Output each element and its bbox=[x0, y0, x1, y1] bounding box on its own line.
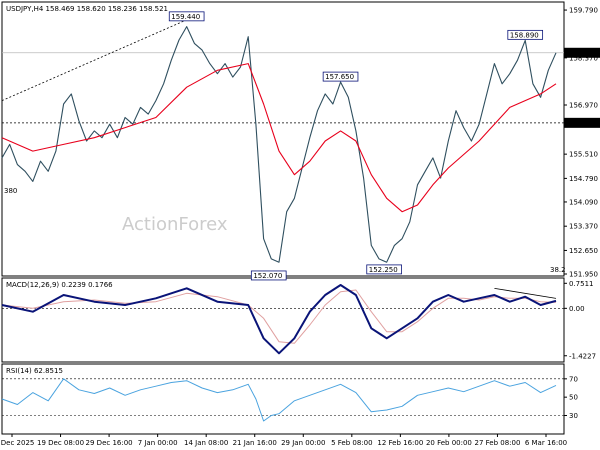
price-panel: 159.440 157.650 152.070 152.250 158.890 159.7… bbox=[1, 7, 600, 281]
macd-title: MACD(12,26,9) 0.2239 0.1766 bbox=[6, 281, 113, 289]
price-axis-tick-label: 151.950 bbox=[569, 271, 598, 279]
x-tick-label: 27 Feb 08:00 bbox=[474, 439, 520, 447]
level-label-box bbox=[250, 270, 287, 281]
rsi-axis-tick-label: 70 bbox=[569, 375, 578, 383]
price-axis-tick-label: 158.370 bbox=[569, 54, 598, 62]
rsi-panel: 70 50 30 bbox=[1, 375, 578, 422]
macd-trendline bbox=[494, 287, 557, 299]
macd-line bbox=[1, 284, 557, 355]
moving-average-line bbox=[1, 63, 557, 213]
symbol-header: USDJPY,H4 158.469 158.620 158.236 158.52… bbox=[6, 5, 168, 13]
price-axis-tick-label: 154.090 bbox=[569, 198, 598, 206]
rsi-axis-tick-label: 30 bbox=[569, 412, 578, 420]
level-label: 159.440 bbox=[171, 13, 200, 21]
price-trendline bbox=[1, 16, 195, 101]
corner-label: 38.2 bbox=[550, 266, 566, 274]
price-axis-tick-label: 153.370 bbox=[569, 223, 598, 231]
x-tick-label: 19 Dec 08:00 bbox=[37, 439, 84, 447]
level-label: 158.890 bbox=[510, 31, 539, 39]
horizontal-level-box bbox=[564, 117, 600, 128]
price-axis-tick-label: 152.650 bbox=[569, 247, 598, 255]
macd-axis-tick-label: 0.7511 bbox=[569, 280, 594, 288]
macd-panel: 0.7511 0.00 -1.4227 bbox=[1, 280, 596, 360]
level-label: 157.650 bbox=[325, 73, 354, 81]
price-axis-tick-label: 155.510 bbox=[569, 151, 598, 159]
x-tick-label: 21 Jan 16:00 bbox=[233, 439, 277, 447]
macd-axis-tick-label: 0.00 bbox=[569, 305, 585, 313]
current-price-label: 158.521 bbox=[567, 50, 596, 58]
price-axis-tick-label: 156.970 bbox=[569, 101, 598, 109]
rsi-line bbox=[1, 378, 557, 422]
x-tick-label: 20 Feb 00:00 bbox=[426, 439, 472, 447]
current-price-box bbox=[564, 47, 600, 58]
level-label: 152.070 bbox=[253, 272, 282, 280]
level-label-box bbox=[322, 71, 359, 82]
level-label-box bbox=[168, 11, 205, 22]
x-tick-label: 14 Jan 08:00 bbox=[184, 439, 228, 447]
price-axis-tick-label: 159.790 bbox=[569, 7, 598, 15]
price-axis-tick-label: 154.790 bbox=[569, 175, 598, 183]
x-tick-label: 29 Dec 16:00 bbox=[86, 439, 133, 447]
horizontal-level-label: 156.440 bbox=[567, 120, 596, 128]
macd-axis-tick-label: -1.4227 bbox=[569, 352, 596, 360]
rsi-title: RSI(14) 62.8515 bbox=[6, 367, 63, 375]
rsi-panel-frame bbox=[1, 363, 565, 435]
x-tick-label: 29 Jan 00:00 bbox=[281, 439, 325, 447]
macd-signal-line bbox=[1, 289, 557, 344]
x-tick-label: 5 Feb 08:00 bbox=[331, 439, 372, 447]
x-tick-label: 6 Mar 16:00 bbox=[525, 439, 567, 447]
rsi-axis-tick-label: 50 bbox=[569, 394, 578, 402]
x-tick-label: 7 Jan 00:00 bbox=[138, 439, 178, 447]
level-label-box bbox=[507, 29, 544, 40]
x-tick-label: 12 Feb 16:00 bbox=[377, 439, 423, 447]
watermark: ActionForex bbox=[122, 214, 228, 235]
x-tick-label: 12 Dec 2025 bbox=[0, 439, 34, 447]
price-series-line bbox=[1, 26, 557, 263]
level-label: 152.250 bbox=[369, 266, 398, 274]
left-edge-label: 380 bbox=[4, 187, 17, 195]
level-label-box bbox=[366, 264, 402, 275]
